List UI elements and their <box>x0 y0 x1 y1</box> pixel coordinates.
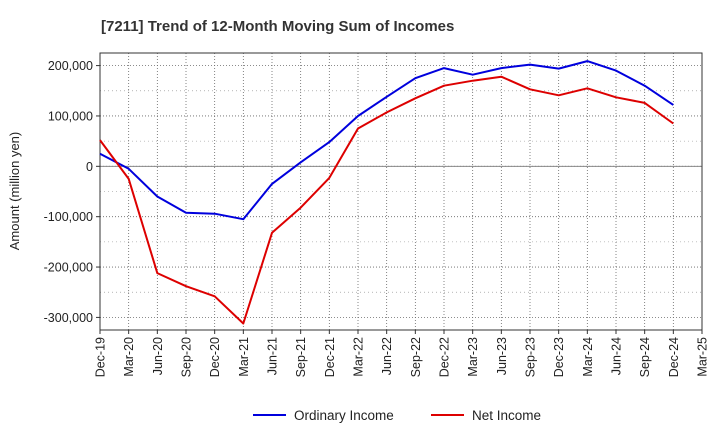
x-tick-label: Jun-20 <box>151 337 165 375</box>
x-tick-label: Sep-21 <box>294 337 308 377</box>
x-tick-label: Dec-23 <box>552 337 566 377</box>
series-line-ordinary-income <box>99 60 674 221</box>
gridlines <box>100 53 702 330</box>
x-tick-label: Sep-24 <box>638 337 652 377</box>
x-tick-label: Dec-19 <box>94 337 108 377</box>
x-tick-label: Jun-23 <box>495 337 509 375</box>
x-tick-label: Mar-22 <box>352 337 366 377</box>
x-tick-label: Jun-22 <box>380 337 394 375</box>
x-tick-label: Dec-21 <box>323 337 337 377</box>
x-tick-label: Sep-23 <box>524 337 538 377</box>
x-tick-label: Jun-21 <box>266 337 280 375</box>
plot-area <box>99 52 703 331</box>
y-axis-label: Amount (million yen) <box>7 132 22 251</box>
y-tick-label: -100,000 <box>44 210 93 224</box>
legend-label: Ordinary Income <box>294 408 394 423</box>
y-tick-label: 100,000 <box>48 109 93 123</box>
x-tick-label: Mar-24 <box>581 337 595 377</box>
series-lines <box>99 60 674 325</box>
y-tick-label: 200,000 <box>48 59 93 73</box>
x-tick-label: Mar-21 <box>237 337 251 377</box>
x-tick-label: Mar-25 <box>696 337 710 377</box>
x-tick-label: Jun-24 <box>610 337 624 375</box>
x-tick-label: Sep-20 <box>180 337 194 377</box>
x-tick-label: Mar-23 <box>466 337 480 377</box>
y-tick-label: 0 <box>86 160 93 174</box>
x-axis: Dec-19 Mar-20 Jun-20 Sep-20 Dec-20 Mar-21 Jun-… <box>94 330 710 377</box>
chart-title: [7211] Trend of 12-Month Moving Sum of I… <box>101 18 454 35</box>
x-tick-label: Dec-24 <box>667 337 681 377</box>
x-tick-label: Dec-20 <box>208 337 222 377</box>
x-tick-label: Mar-20 <box>122 337 136 377</box>
y-tick-label: -300,000 <box>44 311 93 325</box>
series-line-net-income <box>99 75 674 325</box>
legend-label: Net Income <box>472 408 541 423</box>
y-axis: 200,000 100,000 0 -100,000 -200,000 -300,000 <box>44 59 100 325</box>
y-tick-label: -200,000 <box>44 261 93 275</box>
x-tick-label: Dec-22 <box>438 337 452 377</box>
legend: Ordinary Income Net Income <box>253 408 541 423</box>
x-tick-label: Sep-22 <box>409 337 423 377</box>
